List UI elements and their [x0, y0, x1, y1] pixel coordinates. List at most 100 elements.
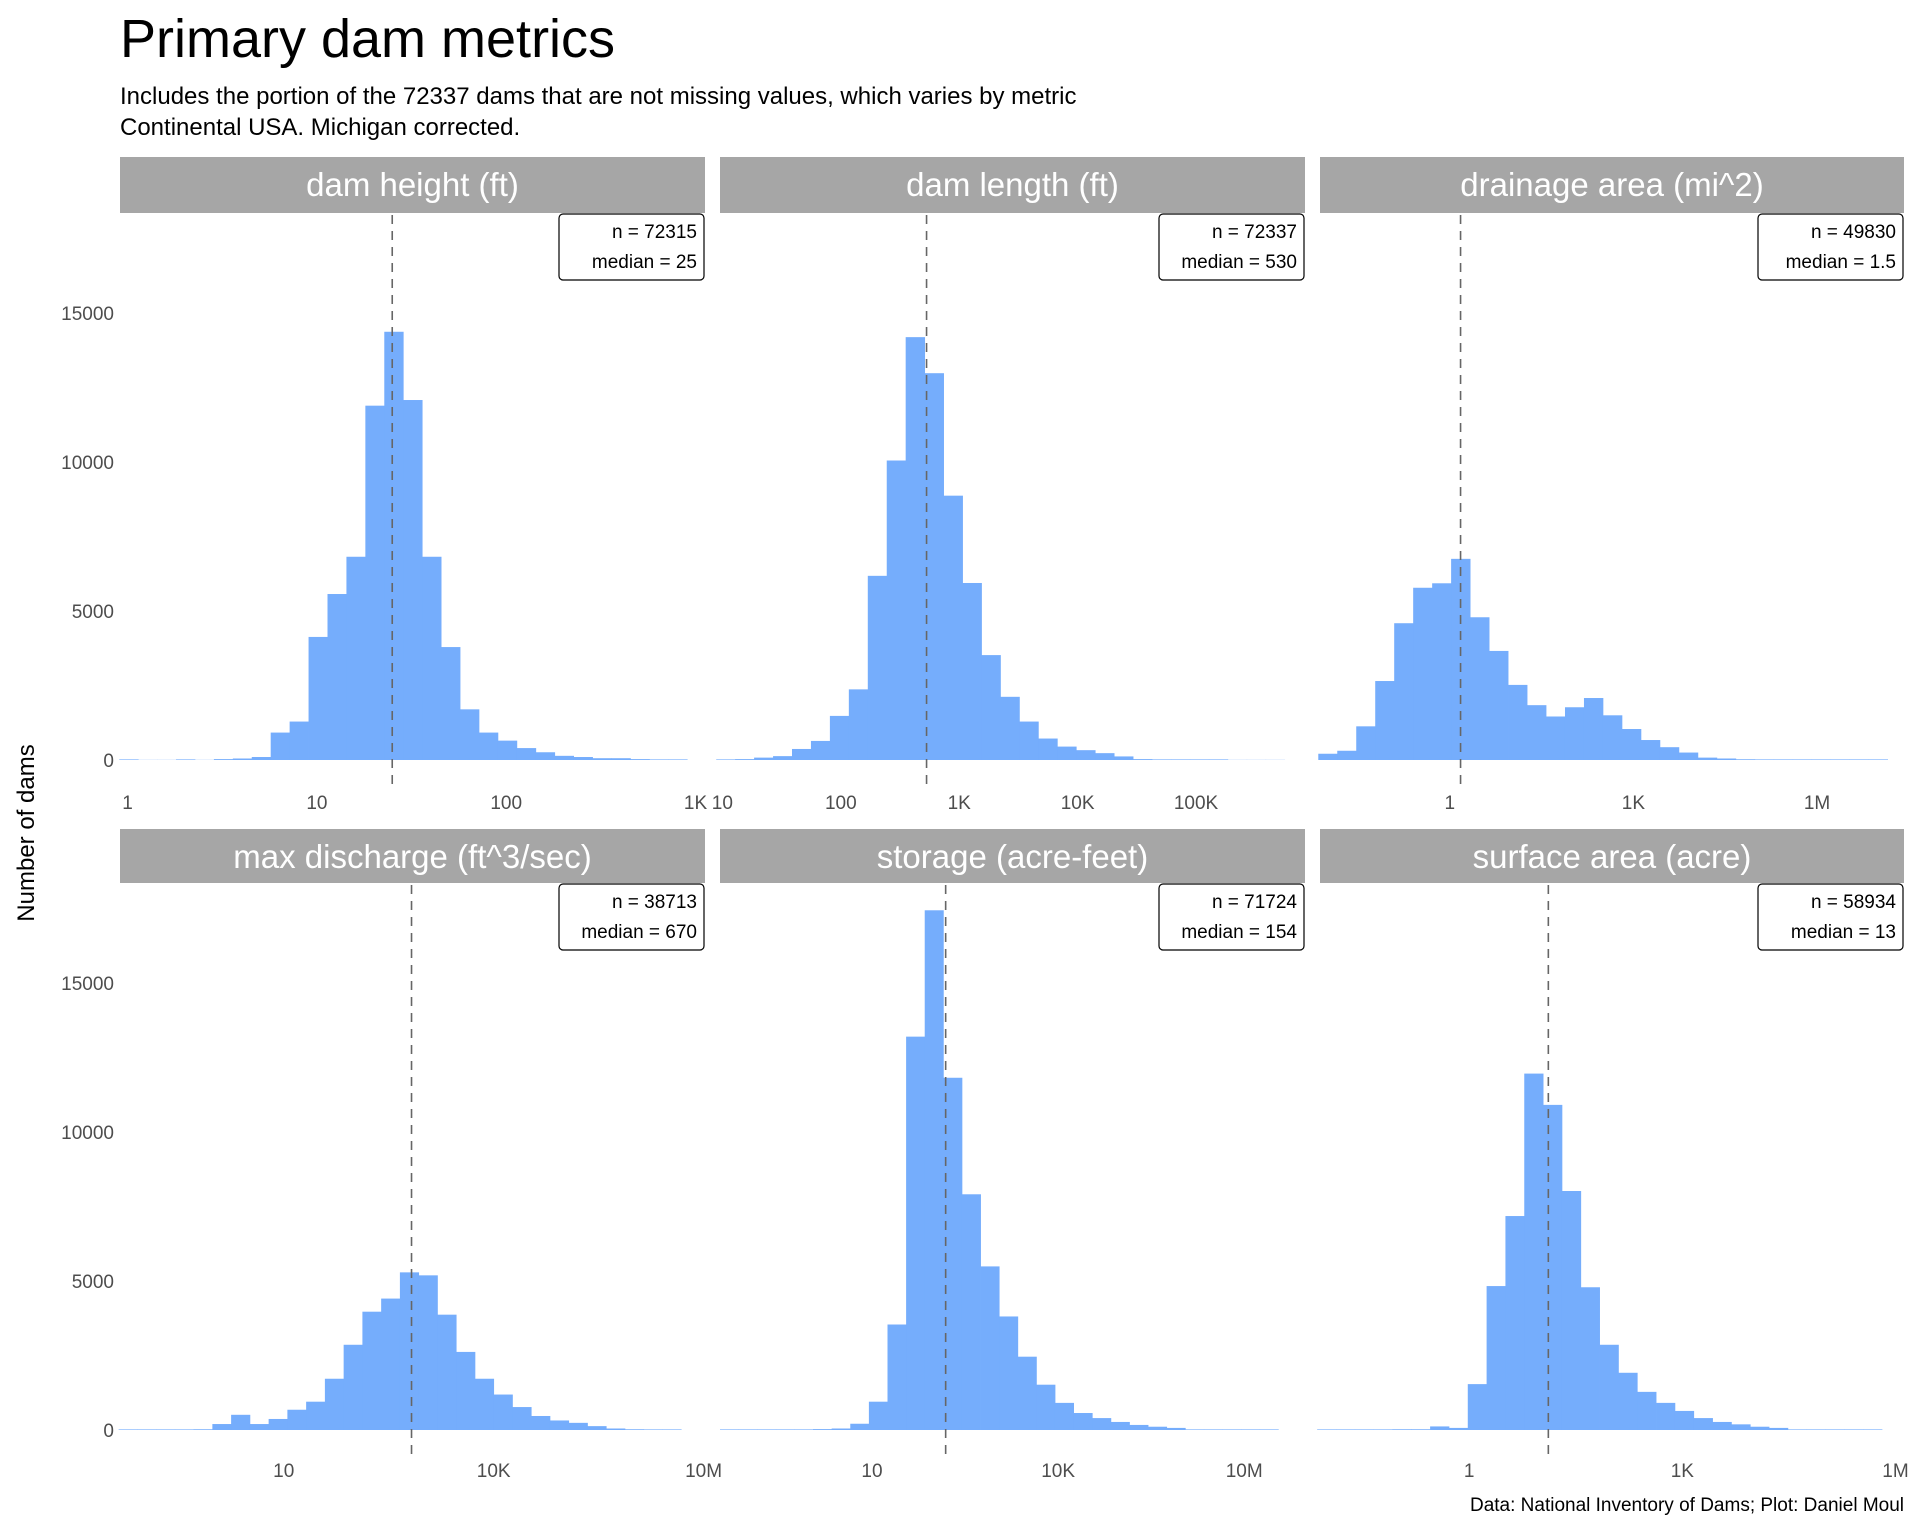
- histogram-bar: [813, 1429, 833, 1430]
- histogram-bar: [213, 759, 234, 760]
- x-tick-label: 10K: [1041, 1461, 1075, 1482]
- histogram-bar: [1583, 698, 1604, 760]
- histogram-bar: [441, 647, 461, 760]
- histogram-bar: [868, 1401, 888, 1430]
- x-tick-label: 10: [861, 1461, 882, 1482]
- histogram-bar: [306, 1401, 326, 1430]
- histogram-bar: [924, 910, 944, 1430]
- x-tick-label: 10M: [685, 1461, 722, 1482]
- histogram-bar: [981, 655, 1001, 760]
- histogram-bar: [384, 331, 404, 760]
- histogram-bar: [418, 1275, 438, 1430]
- histogram-bar: [1185, 1429, 1205, 1430]
- y-axis-title: Number of dams: [13, 744, 40, 921]
- median-label: median = 154: [1181, 922, 1297, 943]
- facet-strip-label: dam height (ft): [306, 166, 519, 203]
- facet-panel: max discharge (ft^3/sec) n = 38713 median …: [61, 829, 722, 1482]
- histogram-bar: [1830, 759, 1851, 760]
- n-count-label: n = 72337: [1212, 222, 1297, 243]
- facet-panel: drainage area (mi^2) n = 49830 median = 1.…: [1318, 157, 1904, 814]
- histogram-bar: [735, 759, 755, 760]
- histogram-bar: [1392, 1429, 1412, 1430]
- x-tick-label: 10K: [1061, 793, 1095, 814]
- facet-strip: [120, 157, 705, 213]
- histogram-bar: [1693, 1418, 1713, 1430]
- stats-label-box: [1158, 213, 1305, 281]
- histogram-bar: [268, 1418, 288, 1430]
- x-tick-label: 10K: [477, 1461, 511, 1482]
- histogram-bar: [1787, 1429, 1808, 1430]
- facet-strip: [120, 829, 705, 883]
- histogram-bar: [1170, 759, 1191, 760]
- histogram-bar: [327, 594, 347, 760]
- histogram-bar: [1057, 746, 1077, 760]
- histogram-bar: [156, 1429, 176, 1430]
- histogram-bar: [1659, 747, 1680, 760]
- histogram-bar: [137, 1429, 157, 1430]
- histogram-bar: [403, 400, 423, 760]
- facet-strip: [720, 829, 1305, 883]
- histogram-bar: [1470, 617, 1490, 760]
- x-tick-label: 10: [712, 793, 733, 814]
- histogram-bar: [1678, 752, 1699, 760]
- histogram-bar: [497, 740, 518, 760]
- histogram-bar: [138, 759, 158, 760]
- histogram-bar: [1561, 1191, 1582, 1430]
- histogram-bar: [324, 1378, 345, 1430]
- histogram-bar: [1580, 1287, 1600, 1430]
- histogram-bar: [1110, 1421, 1130, 1430]
- n-count-label: n = 38713: [612, 892, 697, 913]
- histogram-bar: [794, 1429, 814, 1430]
- facet-strip: [1320, 157, 1904, 213]
- chart-subtitle-line-2: Continental USA. Michigan corrected.: [120, 114, 520, 141]
- histogram-bar: [1166, 1427, 1186, 1430]
- histogram-bar: [867, 575, 888, 760]
- facet-strip-label: drainage area (mi^2): [1460, 166, 1763, 203]
- histogram-bar: [1731, 1424, 1751, 1430]
- histogram-bar: [549, 1420, 570, 1430]
- histogram-bar: [381, 1298, 401, 1430]
- histogram-bar: [829, 715, 850, 760]
- chart-subtitle-line-1: Includes the portion of the 72337 dams t…: [120, 83, 1077, 110]
- histogram-bar: [1038, 738, 1058, 760]
- histogram-bar: [943, 495, 963, 760]
- stats-label-box: [1158, 883, 1305, 951]
- histogram-bar: [1712, 1421, 1732, 1430]
- histogram-bar: [1189, 759, 1210, 760]
- chart-caption: Data: National Inventory of Dams; Plot: …: [1470, 1495, 1904, 1516]
- x-tick-label: 1: [1464, 1461, 1475, 1482]
- histogram-bar: [1792, 759, 1813, 760]
- histogram-bar: [346, 556, 366, 760]
- histogram-bar: [573, 757, 593, 760]
- histogram-bar: [1337, 750, 1357, 760]
- x-tick-label: 1M: [1804, 793, 1830, 814]
- facet-strip: [720, 157, 1305, 213]
- histogram-bar: [1317, 1429, 1337, 1430]
- x-tick-label: 10: [273, 1461, 294, 1482]
- histogram-bar: [308, 636, 328, 760]
- y-tick-label: 0: [103, 751, 114, 772]
- histogram-bar: [478, 732, 499, 760]
- stats-label-box: [1757, 883, 1904, 951]
- histogram-bar: [720, 1429, 740, 1430]
- histogram-bar: [1265, 759, 1286, 760]
- histogram-bar: [194, 759, 215, 760]
- n-count-label: n = 58934: [1811, 892, 1896, 913]
- histogram-bar: [1222, 1429, 1242, 1430]
- histogram-bar: [1152, 759, 1172, 760]
- histogram-bar: [1546, 716, 1566, 760]
- histogram-bar: [1849, 759, 1870, 760]
- histogram-bar: [630, 759, 650, 760]
- x-tick-label: 10M: [1226, 1461, 1263, 1482]
- histogram-bar: [362, 1311, 382, 1430]
- histogram-bar: [289, 721, 309, 760]
- histogram-bar: [1489, 650, 1509, 760]
- histogram-bar: [251, 757, 272, 760]
- histogram-bar: [1754, 759, 1775, 760]
- histogram-bar: [1017, 1356, 1037, 1430]
- facet-strip: [1320, 829, 1904, 883]
- histogram-bar: [1621, 729, 1642, 760]
- histogram-bar: [1208, 759, 1229, 760]
- histogram-bar: [1640, 740, 1661, 760]
- histogram-bar: [1825, 1429, 1845, 1430]
